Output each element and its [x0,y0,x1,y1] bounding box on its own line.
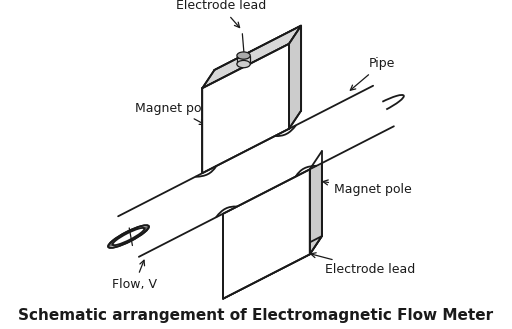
Text: Electrode lead: Electrode lead [311,253,415,276]
Text: Schematic arrangement of Electromagnetic Flow Meter: Schematic arrangement of Electromagnetic… [18,308,494,323]
Polygon shape [118,86,394,257]
Polygon shape [223,169,310,299]
Polygon shape [235,151,322,281]
Polygon shape [223,236,322,299]
Ellipse shape [363,95,404,117]
Text: Flow, V: Flow, V [112,260,157,291]
Polygon shape [289,26,301,129]
Text: Magnet pole: Magnet pole [136,102,213,124]
Polygon shape [202,44,289,173]
Ellipse shape [113,228,144,245]
Polygon shape [202,26,301,88]
Text: Electrode lead: Electrode lead [176,0,266,28]
Text: Magnet pole: Magnet pole [323,180,412,196]
Polygon shape [310,151,322,254]
Ellipse shape [237,52,250,59]
Ellipse shape [108,225,149,248]
Polygon shape [215,26,301,155]
Text: Pipe: Pipe [350,57,395,90]
Ellipse shape [237,61,250,68]
